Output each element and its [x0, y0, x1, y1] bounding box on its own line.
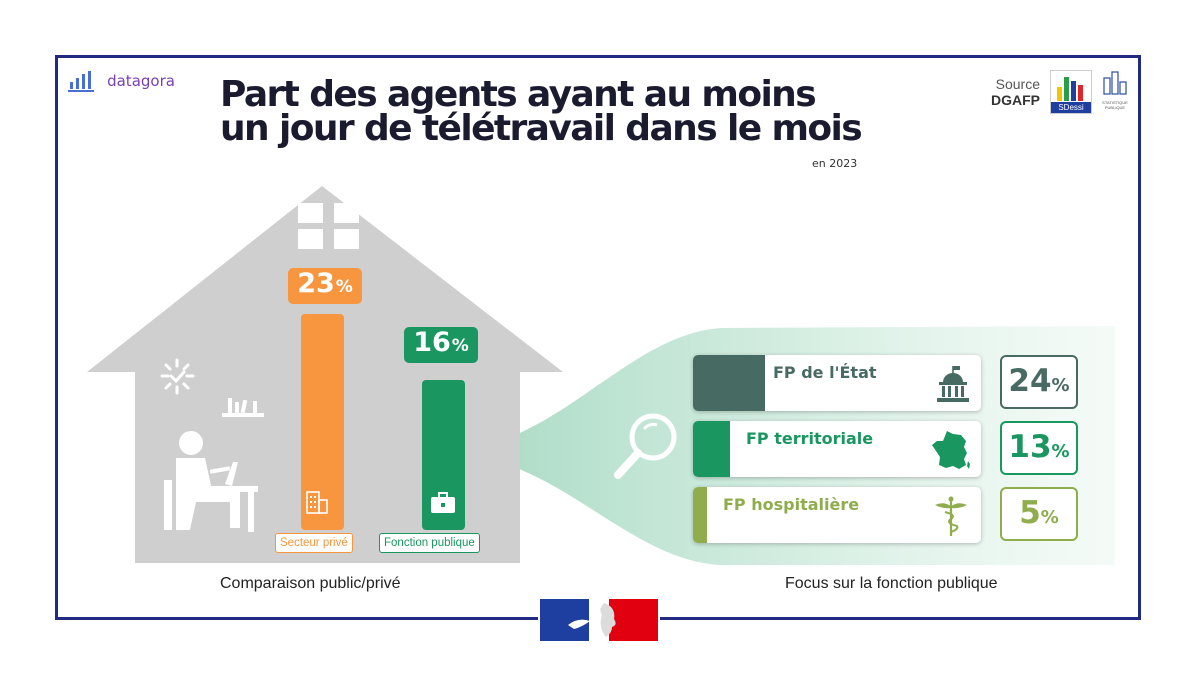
title-line-1: Part des agents ayant au moins: [220, 74, 817, 115]
pct-value-fp-territoriale: 13: [1008, 429, 1052, 465]
logo-text: datagora: [107, 72, 175, 90]
label-fp-etat: FP de l'État: [773, 363, 877, 382]
stat-label-1: STATISTIQUE: [1102, 100, 1128, 105]
subtitle: en 2023: [812, 157, 858, 170]
person-at-desk-icon: [164, 431, 258, 532]
source-label: Source: [995, 76, 1040, 92]
government-building-icon: [937, 366, 969, 402]
stat-pub-icon: [1103, 71, 1127, 95]
badge-value-secteur-prive: 23: [297, 268, 335, 299]
sdessi-logo: SDessi: [1050, 70, 1092, 114]
source-block: Source DGAFP: [960, 76, 1040, 108]
marianne-flag-icon: [538, 597, 660, 643]
pct-unit-fp-etat: %: [1051, 375, 1070, 396]
office-building-icon: [306, 491, 328, 514]
label-fp-hospitaliere: FP hospitalière: [723, 495, 860, 514]
pct-box-fp-territoriale: 13%: [1000, 421, 1078, 475]
statistique-publique-logo: STATISTIQUE PUBLIQUE: [1100, 70, 1130, 112]
pct-value-fp-etat: 24: [1008, 363, 1052, 399]
sdessi-bars-icon: [1057, 77, 1083, 101]
pct-value-fp-hospitaliere: 5: [1019, 495, 1041, 531]
magnifier-icon: [614, 413, 677, 479]
caption-comparaison: Comparaison public/privé: [220, 575, 401, 592]
window-icon: [298, 203, 359, 249]
stripe-fp-territoriale: [693, 421, 730, 477]
stripe-fp-etat: [693, 355, 765, 411]
card-fp-territoriale: FP territoriale: [693, 421, 981, 477]
sdessi-label: SDessi: [1051, 102, 1091, 113]
datagora-logo: datagora: [68, 70, 175, 92]
source-name: DGAFP: [991, 92, 1040, 108]
shelf-icon: [222, 398, 264, 417]
stripe-fp-hospitaliere: [693, 487, 707, 543]
label-fp-territoriale: FP territoriale: [746, 429, 874, 448]
caption-focus: Focus sur la fonction publique: [785, 575, 998, 592]
label-fonction-publique: Fonction publique: [379, 533, 480, 553]
pct-unit-fp-territoriale: %: [1051, 441, 1070, 462]
sun-icon: [160, 358, 195, 395]
stat-label-2: PUBLIQUE: [1104, 105, 1126, 110]
card-fp-hospitaliere: FP hospitalière: [693, 487, 981, 543]
page-title: Part des agents ayant au moins un jour d…: [220, 74, 920, 149]
caduceus-icon: [935, 496, 967, 536]
title-line-2: un jour de télétravail dans le mois: [220, 108, 863, 149]
label-secteur-prive: Secteur privé: [275, 533, 353, 553]
badge-unit-fonction-publique: %: [451, 336, 469, 356]
bar-chart-logo-icon: [68, 71, 94, 92]
france-map-icon: [932, 431, 970, 469]
pct-box-fp-etat: 24%: [1000, 355, 1078, 409]
pct-unit-fp-hospitaliere: %: [1040, 507, 1059, 528]
badge-value-fonction-publique: 16: [413, 327, 451, 358]
badge-fonction-publique: 16%: [404, 327, 478, 363]
badge-secteur-prive: 23%: [288, 268, 362, 304]
bar-secteur-prive: [301, 313, 344, 530]
pct-box-fp-hospitaliere: 5%: [1000, 487, 1078, 541]
card-fp-etat: FP de l'État: [693, 355, 981, 411]
briefcase-icon: [431, 492, 455, 513]
badge-unit-secteur-prive: %: [335, 277, 353, 297]
